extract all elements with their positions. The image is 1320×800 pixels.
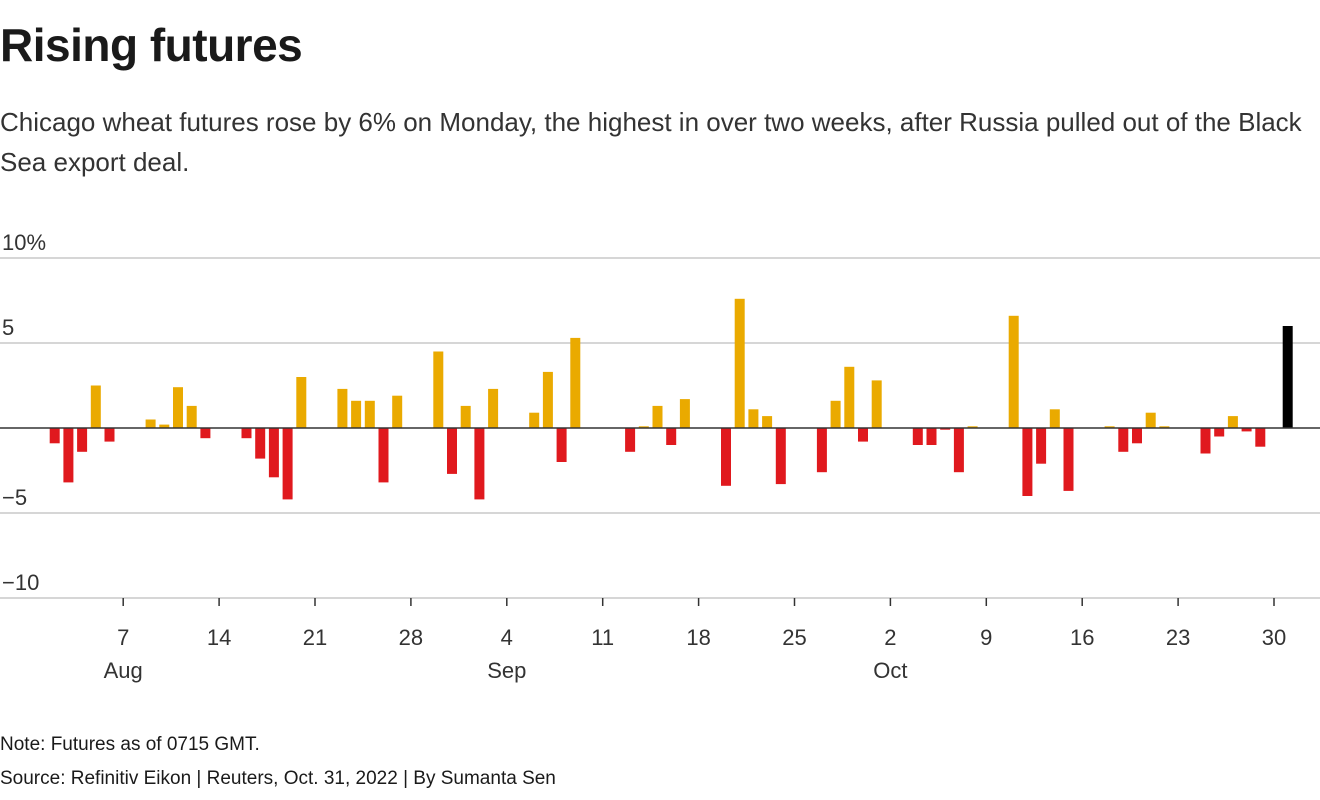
bar bbox=[77, 428, 88, 452]
bar bbox=[542, 371, 553, 428]
bar bbox=[241, 428, 252, 439]
footnote: Note: Futures as of 0715 GMT. bbox=[0, 734, 260, 755]
bar-chart: 10% 5 −5 −10 7 Aug 14 21 28 4 Sep 11 18 25 2 Oct 9 16 23 3… bbox=[0, 230, 1320, 683]
bar bbox=[967, 426, 978, 428]
bar bbox=[255, 428, 266, 459]
gridlines: 10% 5 −5 −10 bbox=[0, 230, 1320, 599]
x-tick-label: 4 bbox=[501, 625, 513, 650]
bar bbox=[1214, 428, 1225, 437]
x-month-label: Sep bbox=[487, 658, 526, 683]
bar bbox=[1008, 315, 1019, 428]
bar bbox=[104, 428, 115, 442]
bar bbox=[1118, 428, 1129, 452]
bar bbox=[570, 337, 581, 428]
bar bbox=[49, 428, 60, 444]
bar bbox=[282, 428, 293, 500]
bar bbox=[926, 428, 937, 445]
bar bbox=[625, 428, 636, 452]
bar bbox=[447, 428, 457, 474]
x-tick-label: 14 bbox=[207, 625, 231, 650]
bar bbox=[844, 366, 855, 428]
bar bbox=[173, 387, 183, 428]
x-tick-label: 9 bbox=[980, 625, 992, 650]
bar bbox=[296, 377, 307, 428]
bars bbox=[0, 298, 1320, 500]
bar bbox=[666, 428, 677, 445]
x-tick-label: 7 bbox=[117, 625, 129, 650]
y-tick-label: −5 bbox=[2, 485, 27, 510]
x-month-label: Oct bbox=[873, 658, 907, 683]
bar bbox=[1159, 426, 1170, 428]
bar bbox=[816, 428, 827, 473]
bar bbox=[1022, 428, 1033, 496]
bar bbox=[90, 385, 101, 428]
bar bbox=[474, 428, 485, 500]
x-tick-label: 16 bbox=[1070, 625, 1094, 650]
bar bbox=[433, 351, 444, 428]
bar bbox=[1200, 428, 1211, 454]
bar bbox=[1104, 426, 1115, 428]
y-tick-label: 5 bbox=[2, 315, 14, 340]
bar bbox=[762, 416, 773, 428]
x-tick-label: 21 bbox=[303, 625, 327, 650]
bar bbox=[159, 424, 170, 428]
bar bbox=[460, 405, 471, 428]
bar bbox=[871, 380, 882, 428]
bar bbox=[721, 428, 731, 486]
bar bbox=[186, 405, 197, 428]
y-tick-label: −10 bbox=[2, 570, 39, 595]
bar bbox=[679, 399, 690, 428]
bar bbox=[378, 428, 389, 483]
x-axis: 7 Aug 14 21 28 4 Sep 11 18 25 2 Oct 9 16 23 30 bbox=[104, 598, 1286, 683]
x-tick-label: 18 bbox=[686, 625, 710, 650]
bar bbox=[337, 388, 348, 428]
x-tick-label: 11 bbox=[591, 625, 614, 650]
bar bbox=[200, 428, 211, 439]
bar bbox=[351, 400, 362, 428]
bar bbox=[652, 405, 663, 428]
bar bbox=[556, 428, 567, 462]
bar bbox=[364, 400, 375, 428]
chart-subtitle: Chicago wheat futures rose by 6% on Mond… bbox=[0, 107, 1302, 177]
bar bbox=[830, 400, 841, 428]
bar bbox=[1145, 412, 1156, 428]
x-tick-label: 28 bbox=[399, 625, 423, 650]
chart-title: Rising futures bbox=[0, 19, 303, 71]
bar bbox=[529, 412, 540, 428]
bar bbox=[940, 428, 951, 430]
x-tick-label: 2 bbox=[884, 625, 896, 650]
bar bbox=[734, 298, 745, 428]
bar bbox=[1049, 409, 1060, 428]
bar bbox=[858, 428, 868, 442]
bar-latest bbox=[1282, 326, 1293, 428]
bar bbox=[1255, 428, 1266, 447]
bar bbox=[488, 388, 499, 428]
y-tick-label: 10% bbox=[2, 230, 46, 255]
bar bbox=[748, 409, 759, 428]
bar bbox=[953, 428, 964, 473]
bar bbox=[1241, 428, 1252, 432]
bar bbox=[1227, 416, 1238, 428]
bar bbox=[638, 426, 649, 428]
source-credit: Source: Refinitiv Eikon | Reuters, Oct. … bbox=[0, 768, 556, 789]
bar bbox=[1132, 428, 1142, 444]
x-tick-label: 30 bbox=[1262, 625, 1286, 650]
bar bbox=[268, 428, 279, 478]
bar bbox=[1036, 428, 1047, 464]
x-month-label: Aug bbox=[104, 658, 143, 683]
x-tick-label: 23 bbox=[1166, 625, 1190, 650]
bar bbox=[145, 419, 156, 428]
bar bbox=[1063, 428, 1074, 491]
x-tick-label: 25 bbox=[782, 625, 806, 650]
bar bbox=[63, 428, 74, 483]
bar bbox=[392, 395, 403, 428]
bar bbox=[912, 428, 923, 445]
bar bbox=[775, 428, 786, 485]
